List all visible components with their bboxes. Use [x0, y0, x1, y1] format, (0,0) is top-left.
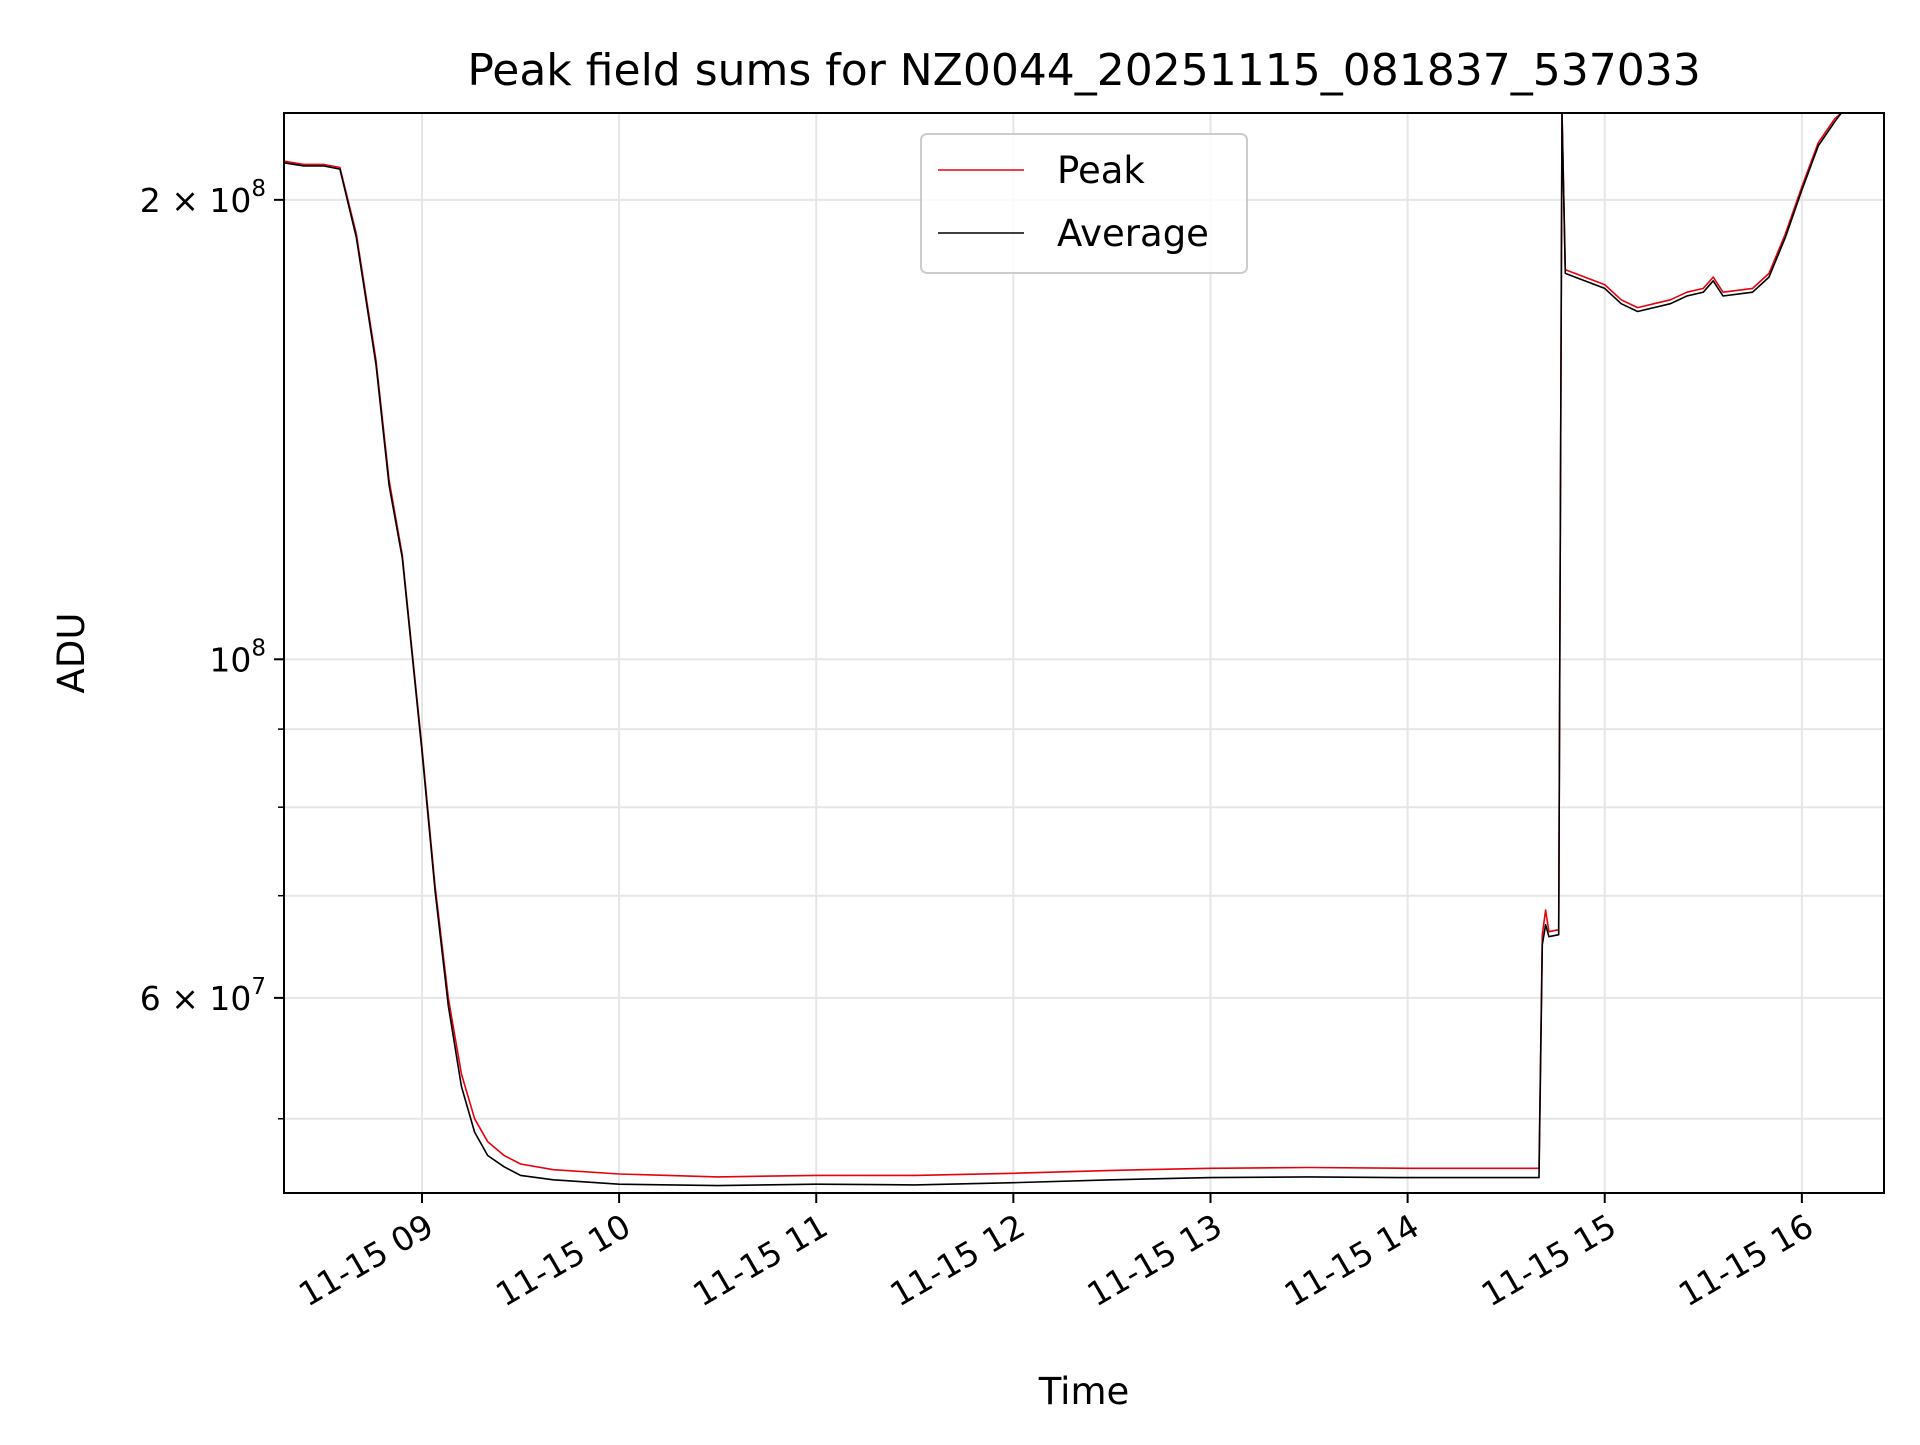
series-line-average	[284, 113, 1842, 1187]
y-tick-label: 6 × 107	[140, 974, 266, 1018]
legend-box	[920, 133, 1248, 274]
series-layer	[284, 113, 1842, 1187]
y-tick-label-base: 10	[209, 640, 251, 679]
y-tick-label-exponent: 7	[251, 974, 266, 1000]
plot-frame	[283, 112, 1885, 1194]
y-tick-label-exponent: 8	[251, 176, 266, 202]
legend: Peak Average	[920, 133, 1248, 274]
y-axis-label: ADU	[50, 613, 93, 694]
y-tick-label-base: 6 × 10	[140, 979, 252, 1018]
y-tick-label: 2 × 108	[140, 176, 266, 220]
y-tick-label-base: 2 × 10	[140, 181, 252, 220]
x-axis-label: Time	[1038, 1370, 1130, 1413]
legend-average-label: Average	[1057, 212, 1209, 255]
legend-peak-label: Peak	[1057, 149, 1145, 192]
chart-title: Peak field sums for NZ0044_20251115_0818…	[467, 45, 1700, 96]
y-tick-label: 108	[209, 635, 266, 679]
y-tick-label-exponent: 8	[251, 635, 266, 661]
series-group	[284, 113, 1842, 1187]
